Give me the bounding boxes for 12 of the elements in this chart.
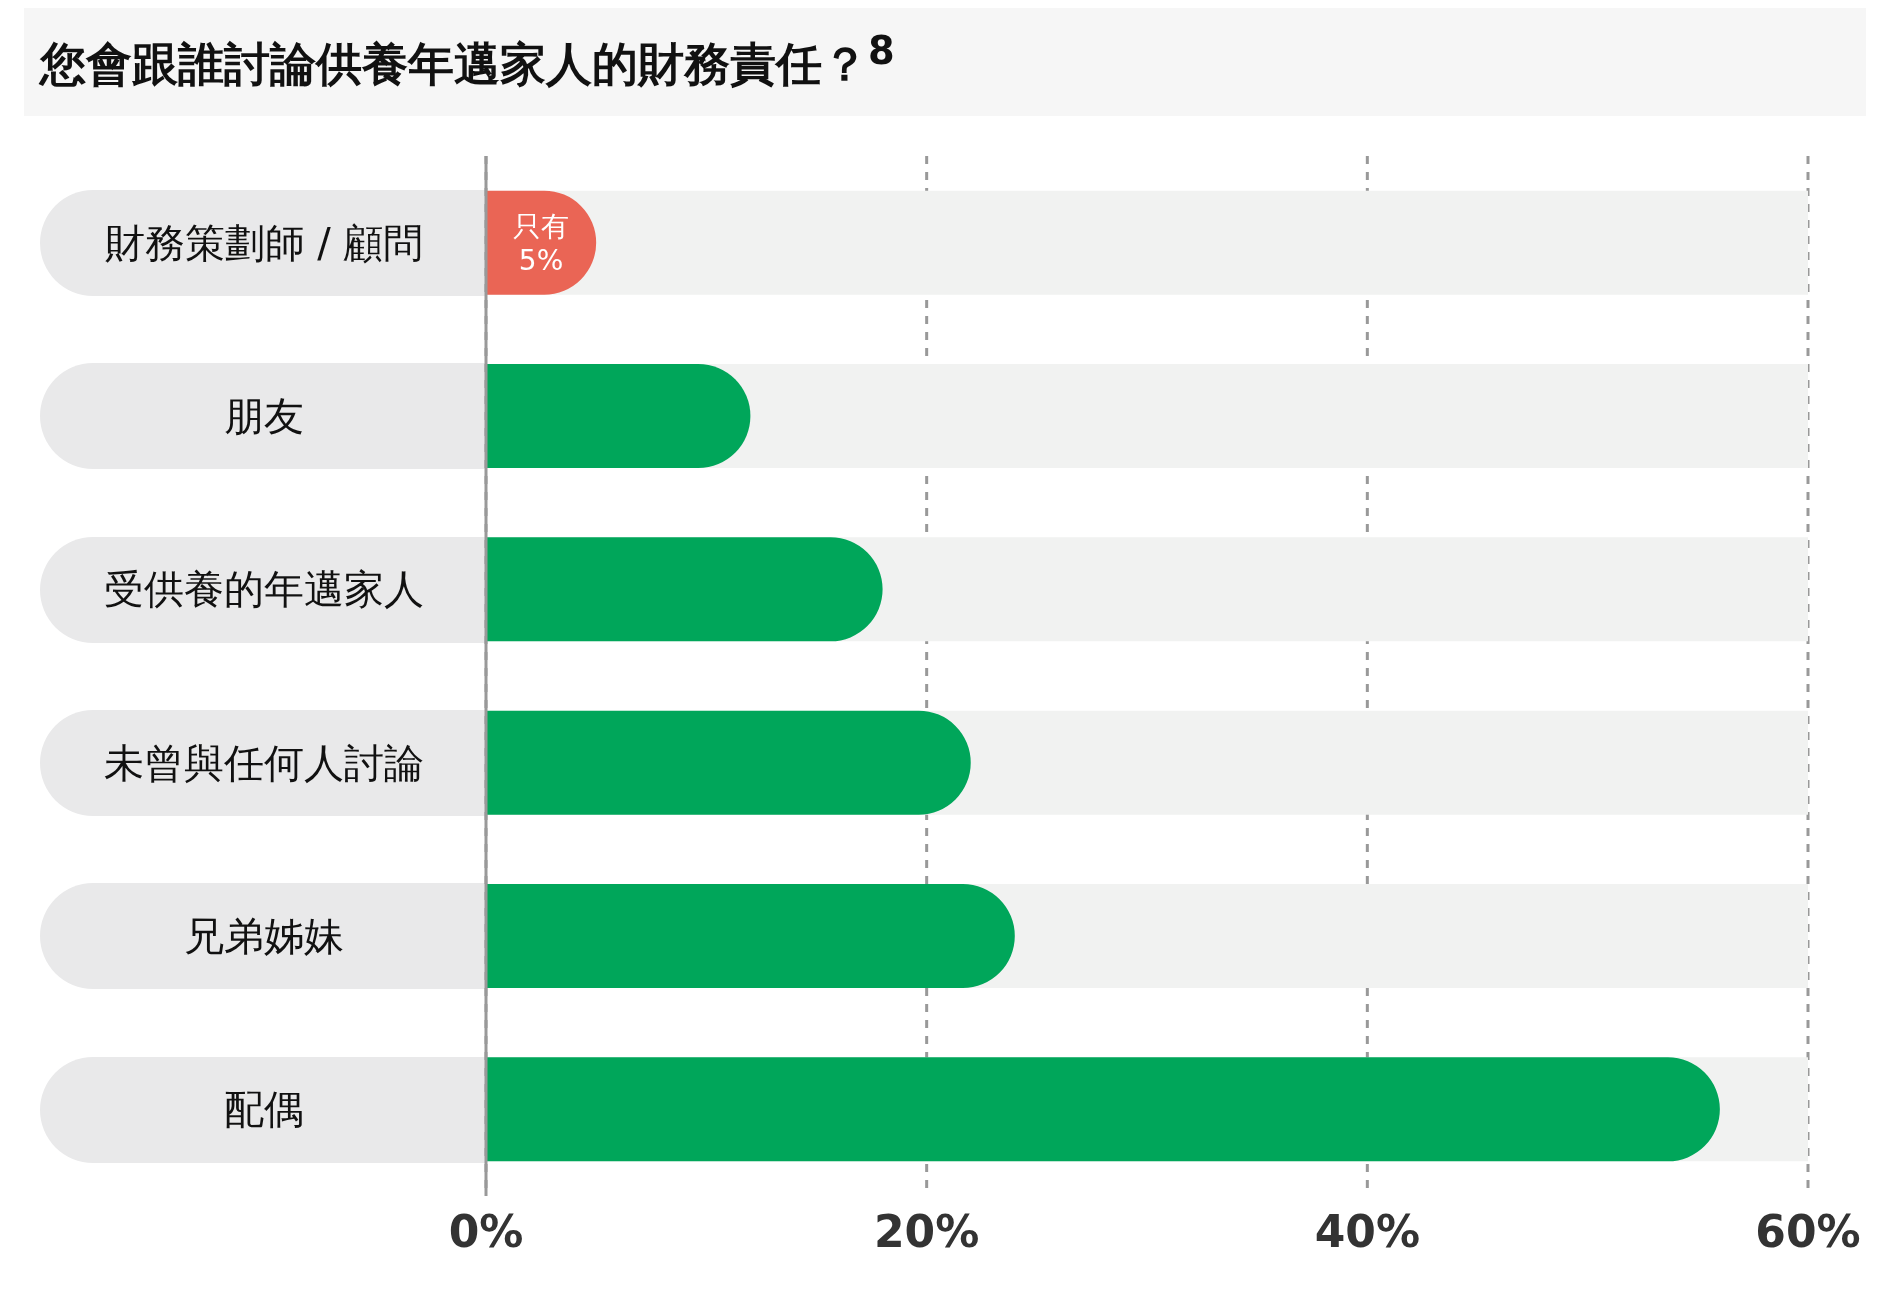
chart-title: 您會跟誰討論供養年邁家人的財務責任？$^{8}$ bbox=[24, 8, 1866, 117]
y-tick-label: 受供養的年邁家人 bbox=[104, 566, 424, 613]
y-tick-label: 兄弟姊妹 bbox=[184, 913, 344, 960]
y-tick-label: 未曾與任何人討論 bbox=[104, 739, 424, 786]
x-tick-label: 40% bbox=[1314, 1206, 1420, 1258]
y-tick-label: 財務策劃師 / 顧問 bbox=[104, 219, 424, 266]
data-label: 只有 5% bbox=[513, 209, 570, 277]
y-tick-label: 朋友 bbox=[224, 393, 304, 440]
y-tick-label: 配偶 bbox=[224, 1086, 304, 1133]
x-tick-label: 20% bbox=[874, 1206, 980, 1258]
x-tick-label: 0% bbox=[448, 1206, 524, 1258]
x-tick-label: 60% bbox=[1755, 1206, 1861, 1258]
